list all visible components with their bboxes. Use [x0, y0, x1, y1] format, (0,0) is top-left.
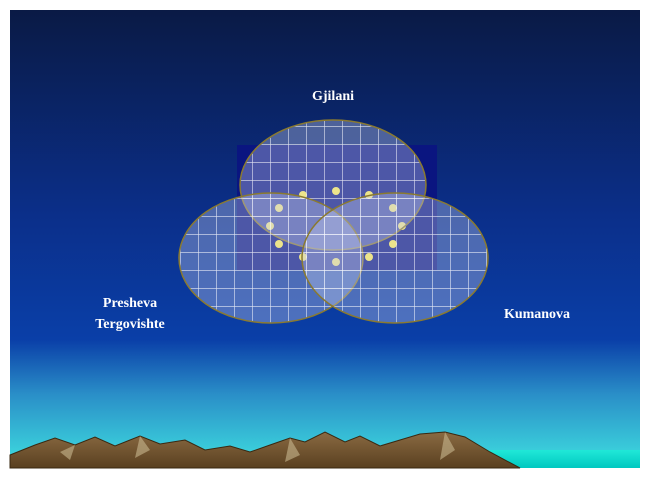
circles: [178, 119, 489, 324]
label: Kumanova: [504, 307, 570, 322]
circle-right: [301, 192, 489, 324]
mountains: [9, 431, 521, 469]
mountain-highlights: [60, 432, 455, 462]
label: Gjilani: [312, 89, 354, 104]
label: Tergovishte: [95, 317, 164, 332]
label: Presheva: [103, 296, 157, 311]
